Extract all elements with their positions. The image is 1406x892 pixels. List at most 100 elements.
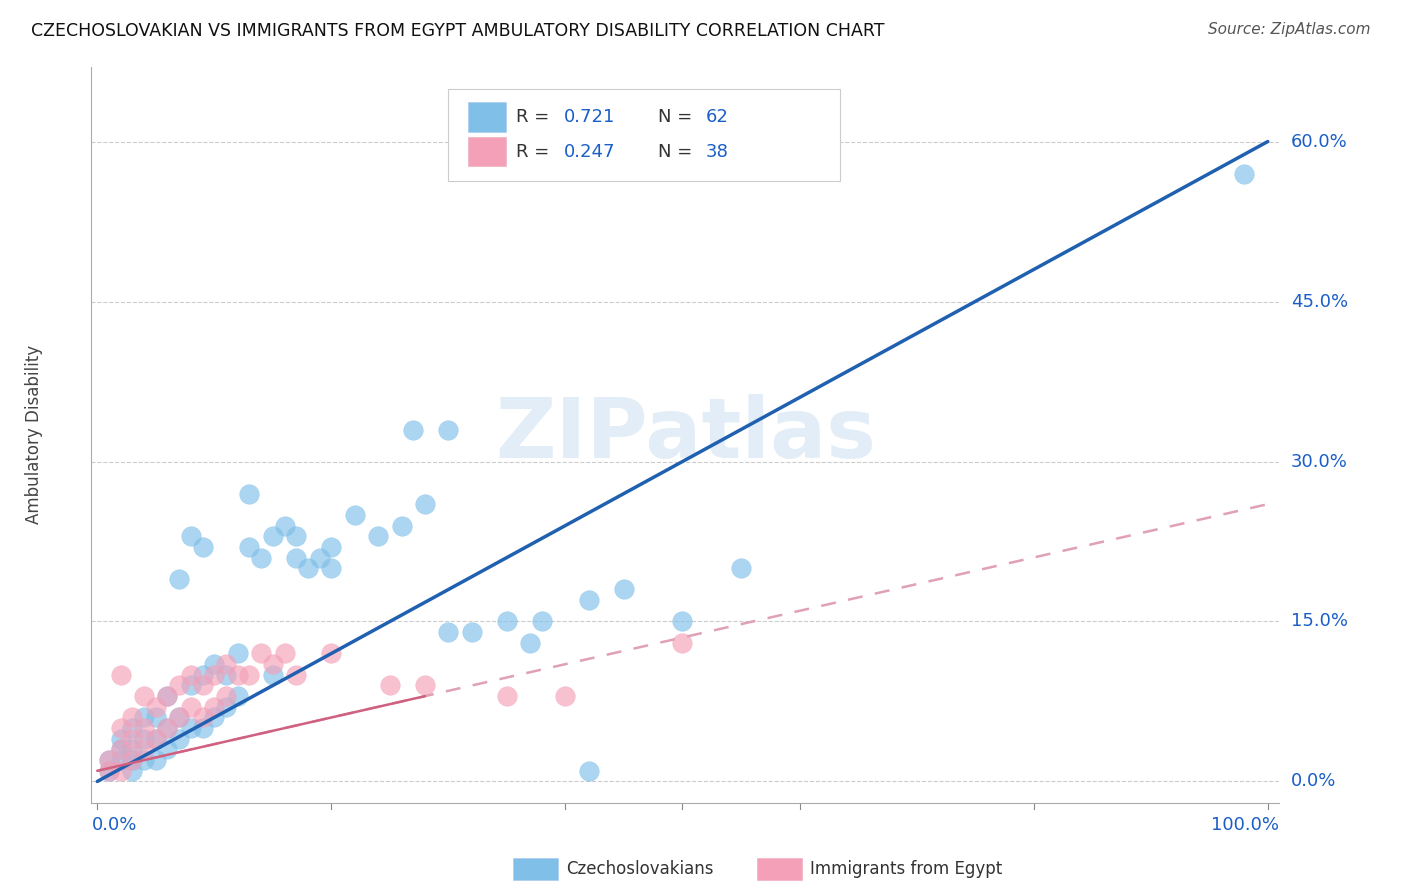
Text: 38: 38 bbox=[706, 143, 728, 161]
Point bbox=[180, 668, 202, 682]
Point bbox=[191, 540, 214, 554]
Point bbox=[367, 529, 389, 543]
FancyBboxPatch shape bbox=[447, 89, 839, 181]
Point bbox=[191, 668, 214, 682]
Point bbox=[496, 615, 519, 629]
Point bbox=[378, 678, 401, 692]
Point bbox=[110, 668, 132, 682]
Point bbox=[191, 678, 214, 692]
Point bbox=[202, 657, 225, 672]
Text: Czechoslovakians: Czechoslovakians bbox=[567, 860, 714, 878]
Point bbox=[273, 647, 295, 661]
Point bbox=[156, 689, 179, 703]
Point bbox=[613, 582, 636, 597]
Point bbox=[285, 529, 308, 543]
Point bbox=[121, 710, 143, 724]
Point bbox=[191, 710, 214, 724]
Text: ZIPatlas: ZIPatlas bbox=[495, 394, 876, 475]
FancyBboxPatch shape bbox=[468, 136, 506, 166]
Point bbox=[531, 615, 554, 629]
Point bbox=[671, 615, 693, 629]
Point bbox=[215, 668, 238, 682]
Point bbox=[730, 561, 752, 575]
Text: 30.0%: 30.0% bbox=[1291, 452, 1347, 470]
Point bbox=[321, 647, 343, 661]
Point bbox=[202, 699, 225, 714]
Point bbox=[437, 625, 460, 640]
Point bbox=[156, 721, 179, 735]
Point bbox=[180, 529, 202, 543]
Point bbox=[308, 550, 330, 565]
Point bbox=[226, 647, 249, 661]
Point bbox=[110, 742, 132, 756]
Point bbox=[578, 764, 600, 778]
Point bbox=[180, 721, 202, 735]
Point bbox=[145, 753, 167, 767]
Point bbox=[273, 518, 295, 533]
Text: Immigrants from Egypt: Immigrants from Egypt bbox=[810, 860, 1002, 878]
Point bbox=[145, 710, 167, 724]
Point bbox=[145, 731, 167, 746]
Point bbox=[262, 529, 284, 543]
Point bbox=[578, 593, 600, 607]
Point bbox=[285, 550, 308, 565]
Point bbox=[519, 636, 541, 650]
Point bbox=[97, 764, 120, 778]
Text: R =: R = bbox=[516, 108, 554, 126]
Point bbox=[97, 753, 120, 767]
Point bbox=[321, 561, 343, 575]
Point bbox=[554, 689, 576, 703]
Point bbox=[121, 753, 143, 767]
FancyBboxPatch shape bbox=[468, 103, 506, 132]
Point bbox=[391, 518, 413, 533]
Point bbox=[121, 721, 143, 735]
Point bbox=[238, 540, 260, 554]
Point bbox=[132, 710, 155, 724]
Point bbox=[413, 678, 436, 692]
Point bbox=[97, 764, 120, 778]
Point bbox=[110, 731, 132, 746]
Point bbox=[250, 550, 273, 565]
Point bbox=[180, 678, 202, 692]
Point bbox=[156, 689, 179, 703]
Point bbox=[180, 699, 202, 714]
Point bbox=[402, 423, 425, 437]
Point bbox=[191, 721, 214, 735]
Point bbox=[145, 731, 167, 746]
Point bbox=[215, 699, 238, 714]
Point bbox=[202, 668, 225, 682]
Point bbox=[121, 753, 143, 767]
Point bbox=[167, 710, 190, 724]
Point bbox=[297, 561, 319, 575]
Point bbox=[145, 699, 167, 714]
Point bbox=[110, 764, 132, 778]
Text: Source: ZipAtlas.com: Source: ZipAtlas.com bbox=[1208, 22, 1371, 37]
Point bbox=[215, 689, 238, 703]
Point bbox=[167, 678, 190, 692]
Point bbox=[226, 668, 249, 682]
Point bbox=[262, 657, 284, 672]
Point bbox=[121, 742, 143, 756]
Point bbox=[671, 636, 693, 650]
Text: N =: N = bbox=[658, 108, 699, 126]
Point bbox=[110, 742, 132, 756]
Text: R =: R = bbox=[516, 143, 554, 161]
FancyBboxPatch shape bbox=[756, 858, 801, 880]
Point bbox=[285, 668, 308, 682]
Text: 60.0%: 60.0% bbox=[1291, 133, 1347, 151]
Point bbox=[496, 689, 519, 703]
Point bbox=[97, 753, 120, 767]
Point bbox=[343, 508, 366, 522]
Point bbox=[167, 710, 190, 724]
Point bbox=[215, 657, 238, 672]
Point bbox=[250, 647, 273, 661]
Point bbox=[437, 423, 460, 437]
Point bbox=[321, 540, 343, 554]
Point bbox=[132, 731, 155, 746]
Point bbox=[202, 710, 225, 724]
Text: CZECHOSLOVAKIAN VS IMMIGRANTS FROM EGYPT AMBULATORY DISABILITY CORRELATION CHART: CZECHOSLOVAKIAN VS IMMIGRANTS FROM EGYPT… bbox=[31, 22, 884, 40]
Point bbox=[132, 689, 155, 703]
FancyBboxPatch shape bbox=[513, 858, 558, 880]
Point bbox=[1233, 167, 1256, 181]
Point bbox=[238, 668, 260, 682]
